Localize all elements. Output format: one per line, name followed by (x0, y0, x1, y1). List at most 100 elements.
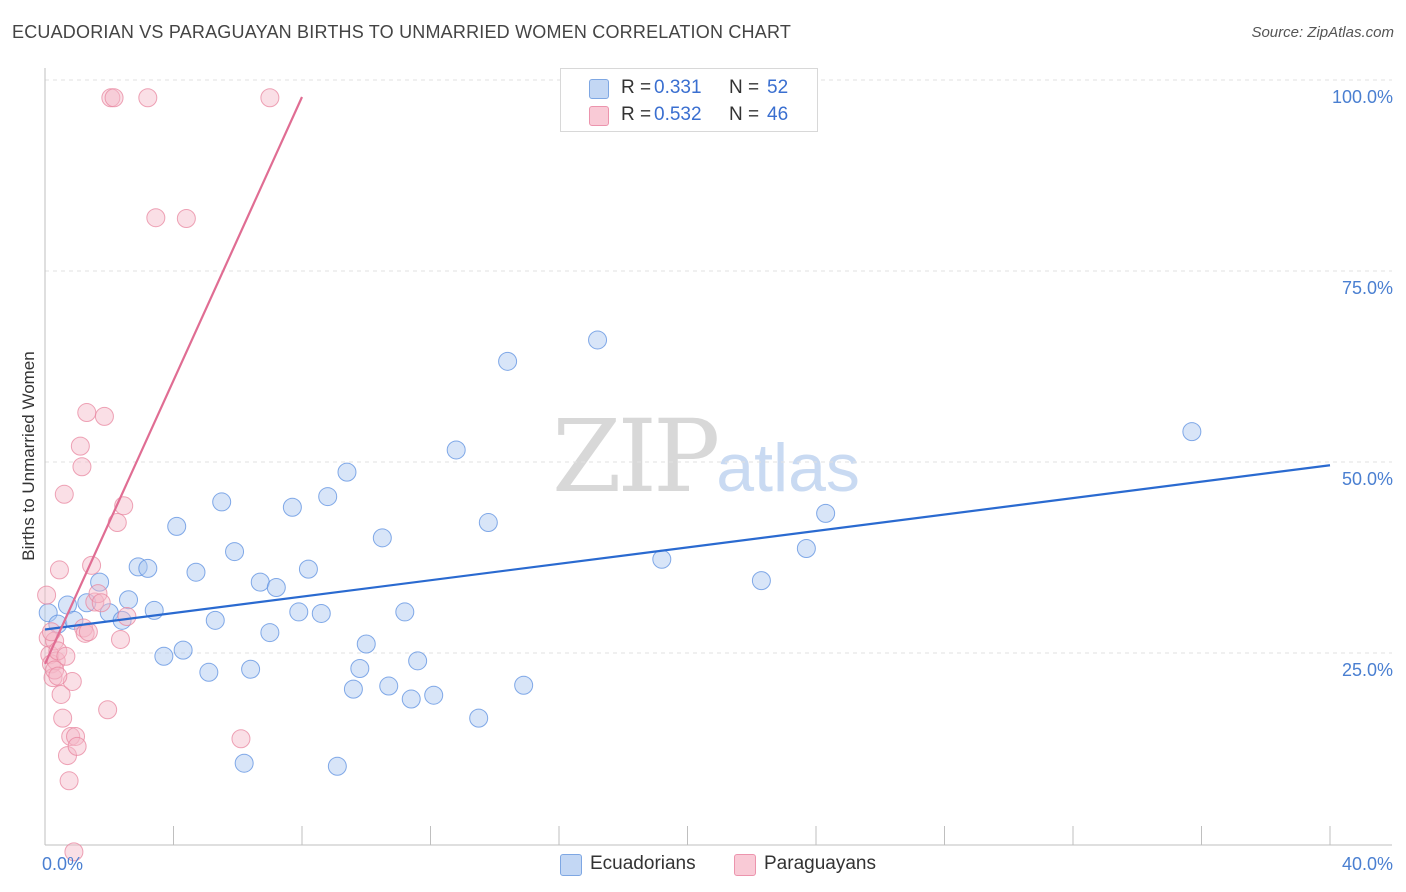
data-point (469, 708, 489, 728)
data-point (51, 684, 71, 704)
data-point (138, 88, 158, 108)
correlation-legend: R = 0.331 N = 52 R = 0.532 N = 46 (560, 68, 818, 132)
data-point (138, 558, 158, 578)
data-point (225, 542, 245, 562)
watermark-zip: ZIP (552, 398, 720, 515)
data-point (64, 842, 84, 862)
trend-line-paraguayans (43, 96, 304, 665)
data-point (408, 651, 428, 671)
data-point (205, 610, 225, 630)
data-point (234, 753, 254, 773)
data-point (49, 560, 69, 580)
legend-row-paraguayans: R = 0.532 N = 46 (561, 102, 817, 128)
data-point (72, 457, 92, 477)
trend-line-ecuadorians (44, 464, 1331, 631)
source-credit: Source: ZipAtlas.com (1251, 24, 1394, 41)
legend-swatch-ecuadorians (589, 79, 609, 99)
legend-n-value: 46 (767, 104, 789, 125)
watermark-atlas: atlas (716, 430, 860, 506)
data-point (260, 623, 280, 643)
data-point (424, 685, 444, 705)
data-point (231, 729, 251, 749)
chart-title: ECUADORIAN VS PARAGUAYAN BIRTHS TO UNMAR… (12, 22, 792, 42)
data-point (67, 736, 87, 756)
data-point (117, 607, 137, 627)
data-point (146, 208, 166, 228)
data-point (446, 440, 466, 460)
data-point (154, 646, 174, 666)
data-point (327, 756, 347, 776)
legend-r-label: R = (621, 77, 652, 98)
axes (44, 68, 1392, 846)
legend-r-value: 0.331 (654, 77, 702, 98)
data-point (652, 549, 672, 569)
bottom-legend-swatch-paraguayans (734, 854, 756, 876)
data-point (395, 602, 415, 622)
legend-row-ecuadorians: R = 0.331 N = 52 (561, 75, 817, 101)
legend-r-label: R = (621, 104, 652, 125)
data-point (119, 590, 139, 610)
data-point (53, 708, 73, 728)
data-point (350, 658, 370, 678)
data-point (318, 487, 338, 507)
data-point (250, 572, 270, 592)
data-point (401, 689, 421, 709)
data-points (37, 88, 1202, 862)
x-tick-label: 0.0% (42, 854, 83, 874)
data-point (45, 660, 65, 680)
data-point (167, 516, 187, 536)
data-point (289, 602, 309, 622)
series-paraguayans (37, 88, 280, 862)
x-tick-label: 40.0% (1342, 854, 1393, 874)
bottom-legend-ecuadorians: Ecuadorians (560, 852, 710, 878)
series-ecuadorians (38, 330, 1202, 776)
data-point (104, 88, 124, 108)
data-point (61, 726, 81, 746)
bottom-legend-label: Paraguayans (764, 853, 876, 874)
legend-n-label: N = (729, 77, 760, 98)
data-point (37, 585, 57, 605)
y-tick-label: 100.0% (1332, 87, 1393, 107)
data-point (241, 659, 261, 679)
data-point (173, 640, 193, 660)
data-point (282, 497, 302, 517)
data-point (298, 559, 318, 579)
y-tick-label: 25.0% (1342, 660, 1393, 680)
data-point (77, 403, 97, 423)
y-tick-label: 50.0% (1342, 469, 1393, 489)
legend-n-value: 52 (767, 77, 789, 98)
data-point (78, 622, 98, 642)
gridlines (45, 79, 1392, 654)
legend-swatch-paraguayans (589, 106, 609, 126)
data-point (186, 562, 206, 582)
data-point (478, 513, 498, 533)
data-point (498, 351, 518, 371)
data-point (62, 671, 82, 691)
legend-r-value: 0.532 (654, 104, 702, 125)
data-point (59, 771, 79, 791)
bottom-legend-swatch-ecuadorians (560, 854, 582, 876)
data-point (260, 88, 280, 108)
data-point (514, 675, 534, 695)
data-point (54, 484, 74, 504)
axis-labels: 25.0% 50.0% 75.0% 100.0% 0.0% 40.0% Births to … (19, 87, 1393, 874)
data-point (91, 593, 111, 613)
data-point (176, 208, 196, 228)
data-point (311, 603, 331, 623)
data-point (98, 700, 118, 720)
data-point (56, 646, 76, 666)
data-point (110, 629, 130, 649)
data-point (199, 662, 219, 682)
data-point (372, 528, 392, 548)
data-point (66, 726, 86, 746)
data-point (1182, 422, 1202, 442)
data-point (816, 503, 836, 523)
data-point (212, 492, 232, 512)
data-point (588, 330, 608, 350)
data-point (379, 676, 399, 696)
bottom-legend-label: Ecuadorians (590, 853, 696, 874)
legend-n-label: N = (729, 104, 760, 125)
data-point (343, 679, 363, 699)
data-point (70, 436, 90, 456)
